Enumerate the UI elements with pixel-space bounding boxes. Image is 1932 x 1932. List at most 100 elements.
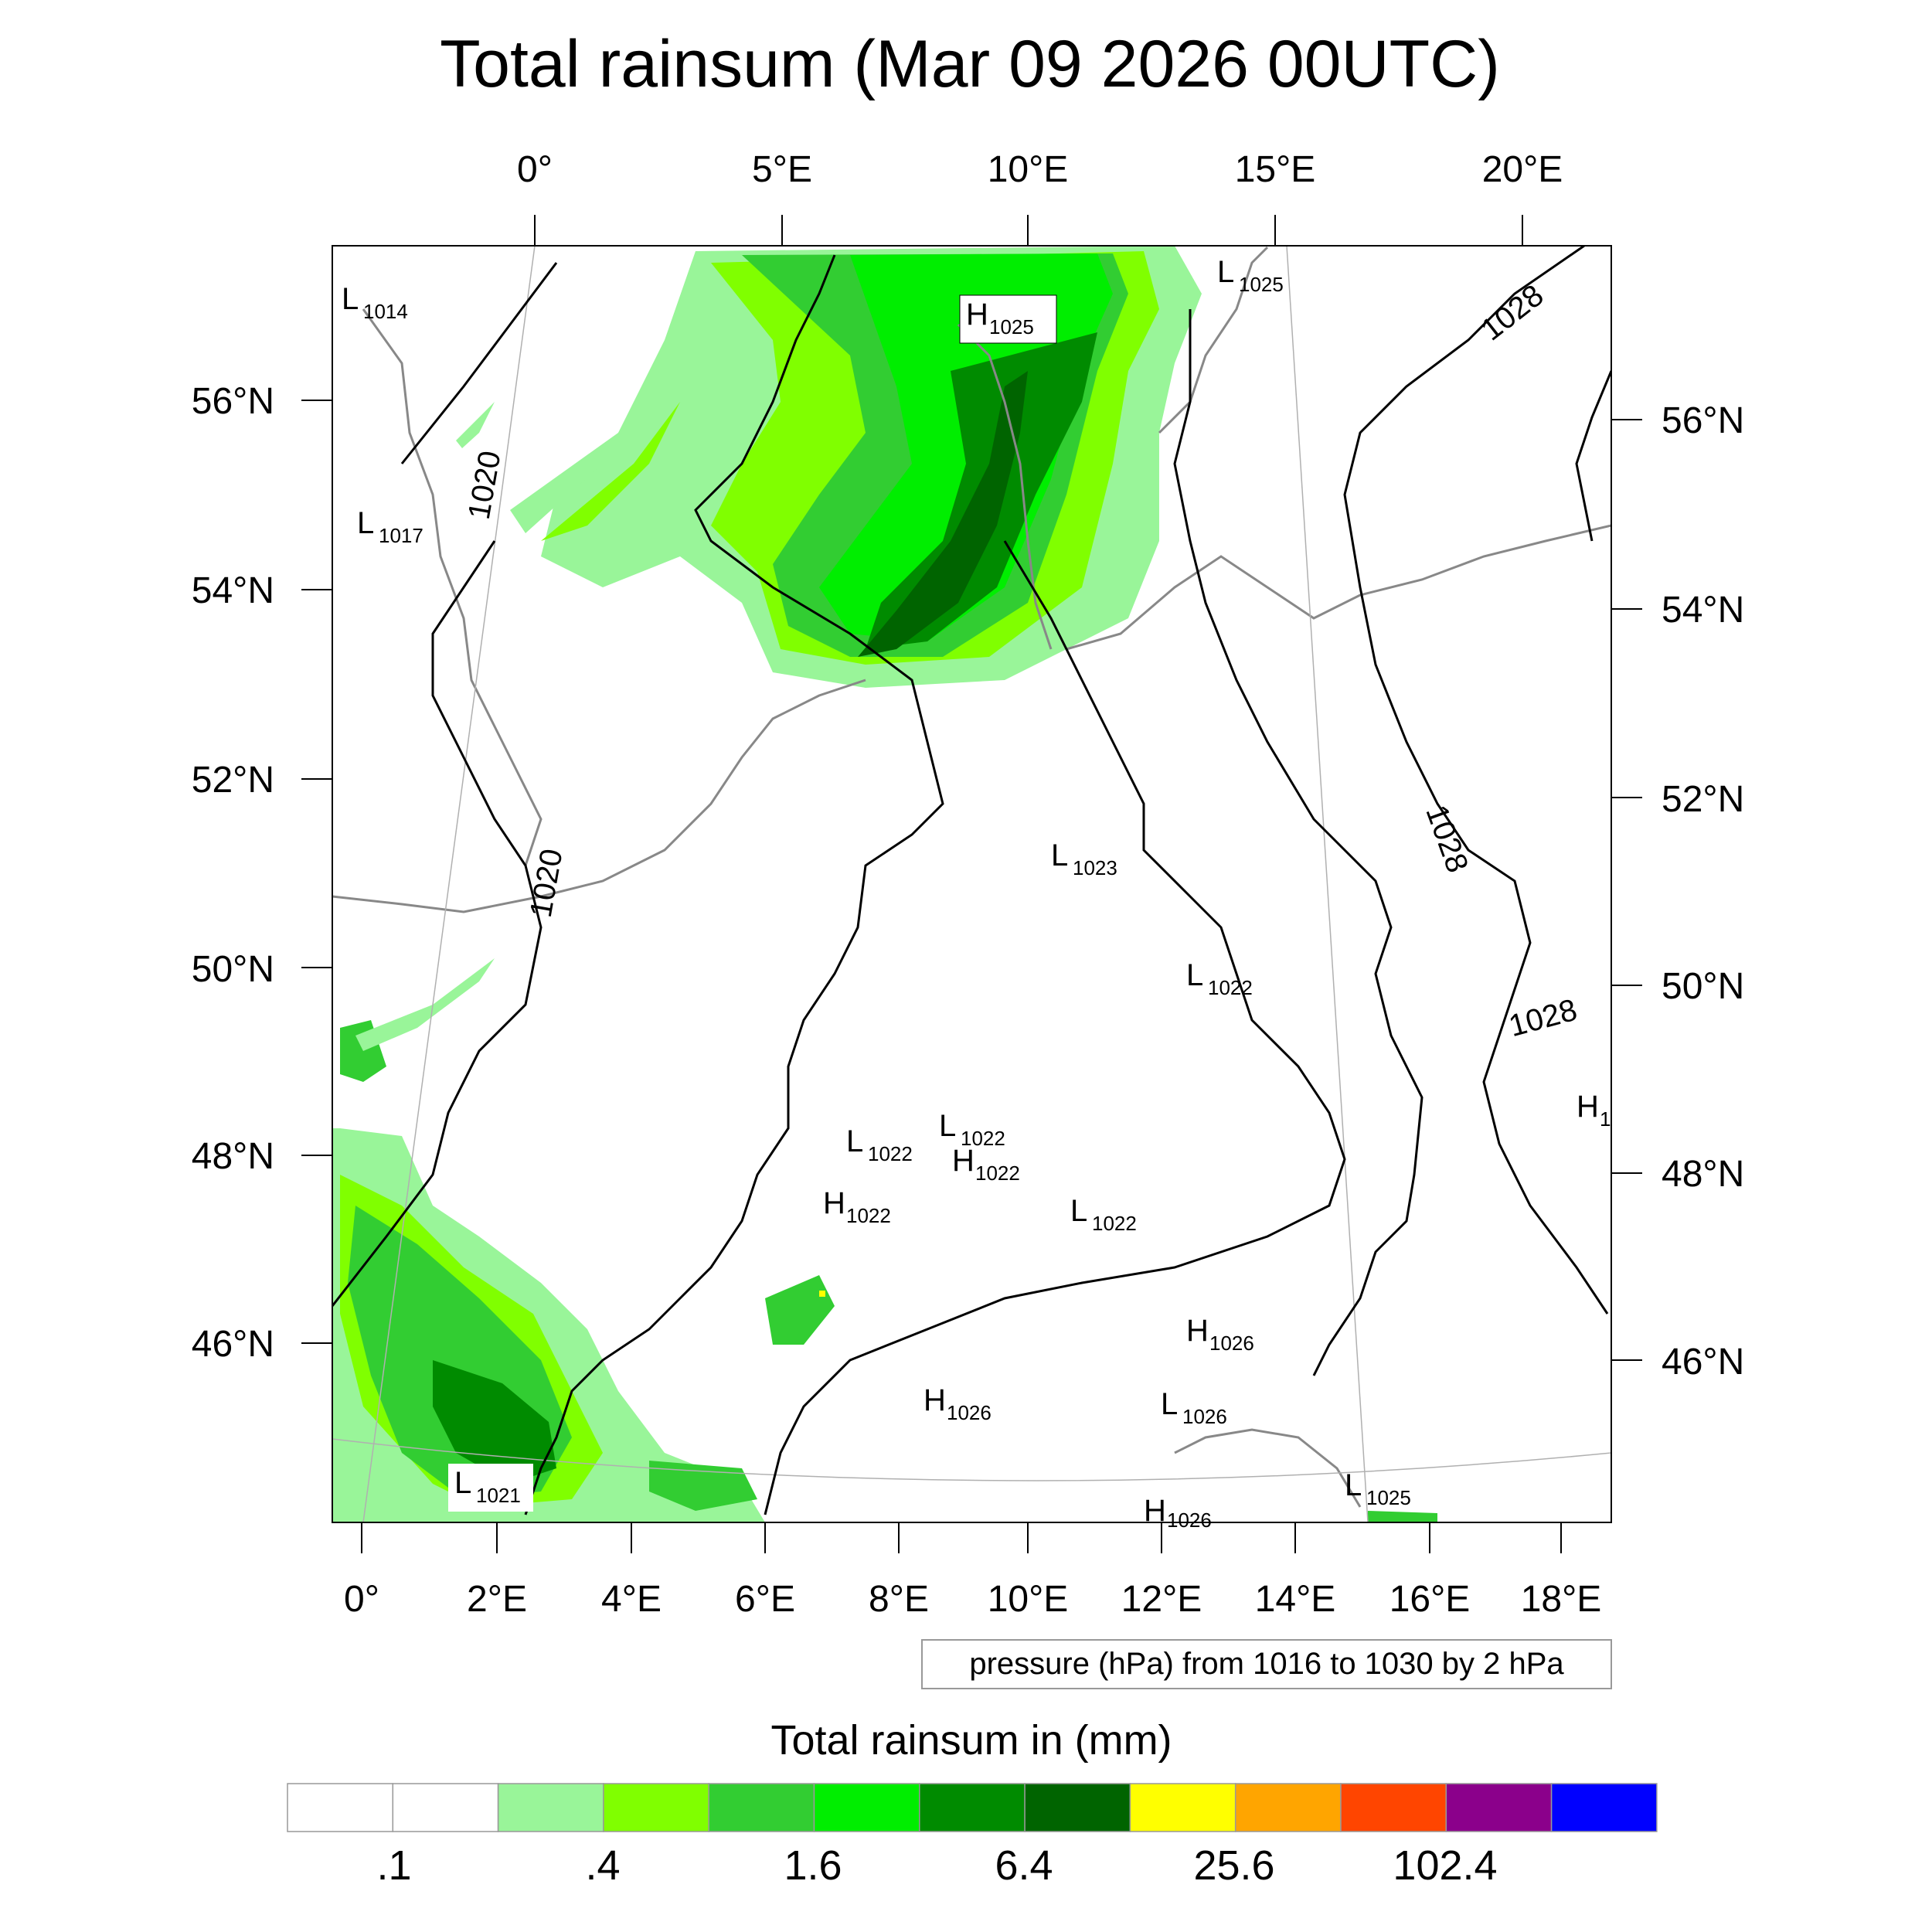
lat-label: 46°N: [1662, 1342, 1744, 1383]
center-value: 1014: [363, 300, 408, 323]
lat-label: 50°N: [192, 949, 274, 990]
colorbar-label: .1: [376, 1842, 411, 1889]
pressure-center: L 1023: [1051, 838, 1117, 879]
coastline-sweden: [1158, 246, 1269, 434]
pressure-center: L 1022: [1070, 1194, 1137, 1235]
graticule: [332, 246, 1611, 1522]
colorbar-box: [287, 1783, 394, 1832]
lat-label: 48°N: [1662, 1154, 1744, 1195]
center-kind: L: [357, 506, 374, 540]
isobar-1024: [764, 540, 1346, 1515]
lon-label: 16°E: [1389, 1579, 1471, 1620]
lon-label: 5°E: [752, 149, 812, 190]
center-kind: H: [923, 1383, 946, 1417]
center-value: 1021: [476, 1484, 521, 1507]
colorbar-label: 25.6: [1193, 1842, 1274, 1889]
colorbar-box: [603, 1783, 709, 1832]
lon-label: 6°E: [735, 1579, 795, 1620]
coastline-adriatic: [1174, 1428, 1362, 1508]
colorbar-label: 6.4: [995, 1842, 1053, 1889]
contour-info-text: pressure (hPa) from 1016 to 1030 by 2 hP…: [969, 1647, 1564, 1681]
center-value: 1026: [1167, 1509, 1212, 1532]
pressure-center: L 1017: [357, 506, 423, 547]
map-content: 1020 1020 1028 1028 1028: [332, 246, 1611, 1522]
isobar-1026: [1173, 309, 1423, 1376]
rain-area-darkest-north: [858, 371, 1028, 657]
pressure-center: H 1022: [823, 1186, 891, 1227]
center-kind: H: [1186, 1314, 1209, 1348]
coastline-denmark: [957, 323, 1053, 650]
center-value: 1025: [1239, 273, 1284, 296]
pressure-center-boxed: H 1025: [959, 294, 1057, 344]
lon-label: 18°E: [1521, 1579, 1602, 1620]
pressure-center: H 1026: [1186, 1314, 1254, 1355]
center-value: 1026: [1182, 1405, 1227, 1428]
pressure-center: L 1022: [939, 1109, 1005, 1150]
center-value: 1026: [947, 1401, 992, 1424]
center-kind: L: [454, 1466, 471, 1500]
center-kind: L: [1345, 1468, 1362, 1502]
center-kind: L: [1186, 958, 1203, 992]
tick-marks: [301, 215, 1642, 1553]
pressure-center: L 1022: [1186, 958, 1253, 999]
center-kind: L: [1070, 1194, 1087, 1228]
lat-label: 46°N: [192, 1324, 274, 1365]
contour-info-box: pressure (hPa) from 1016 to 1030 by 2 hP…: [921, 1639, 1612, 1689]
pressure-center-boxed: L 1021: [448, 1464, 533, 1512]
coastline-britain-east: [362, 308, 543, 866]
lon-label: 4°E: [601, 1579, 662, 1620]
colorbar-label: .4: [585, 1842, 620, 1889]
center-kind: L: [1051, 838, 1068, 872]
center-value: 1022: [961, 1127, 1005, 1150]
lat-label: 56°N: [192, 381, 274, 422]
lat-label: 52°N: [1662, 779, 1744, 820]
rain-streak-nw-1: [510, 325, 696, 533]
contour-info-frame: [921, 1639, 1612, 1689]
center-kind: L: [939, 1109, 956, 1143]
lon-label: 10°E: [988, 149, 1069, 190]
rain-field-southwest: [332, 958, 1437, 1522]
lat-label: 54°N: [1662, 590, 1744, 631]
center-kind: H: [1577, 1090, 1599, 1124]
center-value: 1026: [1209, 1332, 1254, 1355]
pressure-center: H 1026: [923, 1383, 992, 1424]
center-kind: H: [823, 1186, 845, 1220]
lat-label: 48°N: [192, 1136, 274, 1177]
isobar-1020-east: [524, 254, 944, 1515]
center-value: 1025: [989, 315, 1034, 338]
colorbar-box: [813, 1783, 920, 1832]
graticule-lat-45: [332, 1438, 1611, 1481]
colorbar-label: 1.6: [784, 1842, 842, 1889]
center-value: 1022: [868, 1142, 913, 1165]
lon-label: 0°: [344, 1579, 379, 1620]
center-value: 1022: [846, 1204, 891, 1227]
colorbar-labels: .1 .4 1.6 6.4 25.6 102.4: [376, 1842, 1497, 1889]
center-kind: L: [342, 282, 359, 316]
colorbar-box: [1024, 1783, 1131, 1832]
colorbar-box: [919, 1783, 1026, 1832]
isobar-1020-west: [332, 262, 558, 1307]
center-value: 1022: [975, 1162, 1020, 1185]
center-value: 1023: [1073, 856, 1117, 879]
coastlines: [332, 246, 1611, 1508]
rain-streak-nw-2: [456, 402, 495, 448]
center-value: 1022: [1208, 976, 1253, 999]
pressure-center: H 1022: [952, 1144, 1020, 1185]
pressure-center: L 1022: [846, 1124, 913, 1165]
lon-label: 0°: [517, 149, 553, 190]
colorbar-boxes: [287, 1783, 1658, 1832]
isobar-1030: [1575, 370, 1611, 542]
colorbar-title: Total rainsum in (mm): [770, 1717, 1172, 1764]
lon-label: 8°E: [869, 1579, 929, 1620]
center-kind: H: [966, 298, 988, 332]
pressure-center: H 1: [1577, 1090, 1611, 1131]
colorbar-box: [1445, 1783, 1553, 1832]
bottom-lon-labels: 0° 2°E 4°E 6°E 8°E 10°E 12°E 14°E 16°E 1…: [344, 1579, 1601, 1620]
rain-streak-channel: [355, 958, 495, 1051]
map-frame: [332, 245, 1612, 1523]
lat-label: 56°N: [1662, 400, 1744, 441]
rain-field-north: [456, 246, 1202, 688]
top-lon-labels: 0° 5°E 10°E 15°E 20°E: [517, 149, 1563, 190]
pressure-center: L 1025: [1345, 1468, 1411, 1509]
map-panel: 1020 1020 1028 1028 1028 L 1014 L 1025 H…: [332, 245, 1612, 1532]
